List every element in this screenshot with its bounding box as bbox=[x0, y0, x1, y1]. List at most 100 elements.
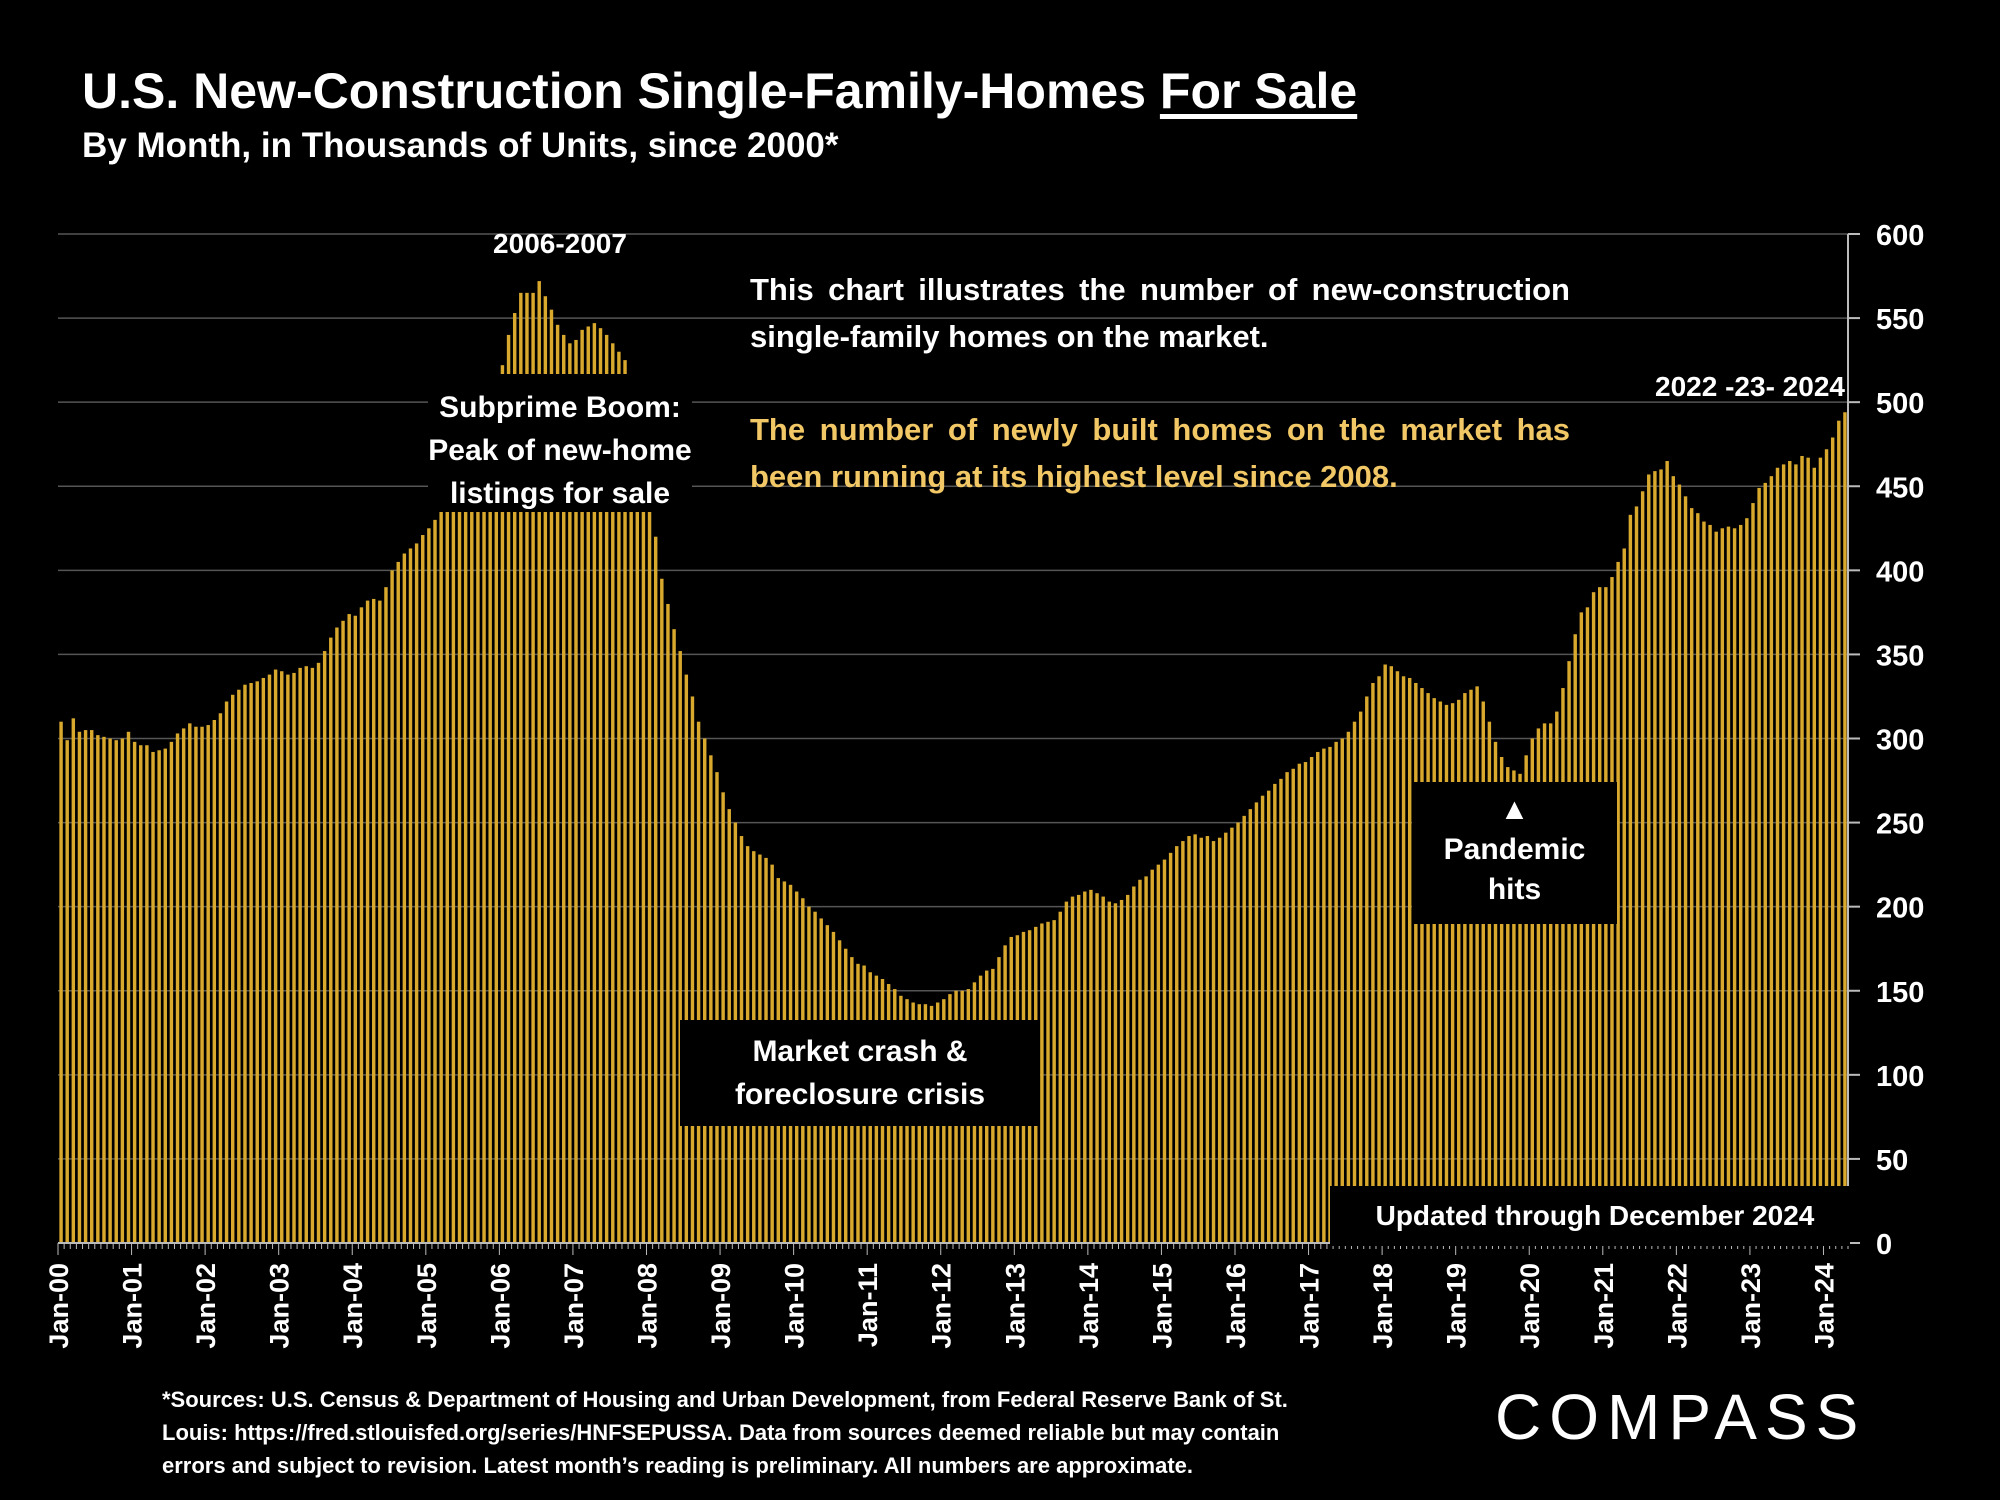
bar bbox=[1371, 683, 1375, 1243]
bar bbox=[647, 504, 652, 1243]
pandemic-label: ▲ Pandemic hits bbox=[1412, 790, 1617, 910]
bar bbox=[525, 292, 529, 1243]
bar bbox=[1555, 711, 1559, 1243]
bar bbox=[506, 334, 511, 1243]
bar bbox=[488, 434, 492, 1243]
bar bbox=[1481, 701, 1485, 1243]
bar bbox=[1254, 802, 1259, 1243]
bar bbox=[1175, 846, 1179, 1243]
bar bbox=[267, 674, 272, 1243]
bar bbox=[1524, 755, 1528, 1243]
bar bbox=[1340, 738, 1344, 1243]
bar bbox=[1144, 876, 1148, 1243]
bar bbox=[353, 615, 358, 1243]
bar bbox=[1536, 728, 1541, 1243]
bar bbox=[476, 455, 480, 1244]
bar bbox=[280, 671, 284, 1243]
y-tick-label: 600 bbox=[1876, 220, 1924, 252]
subprime-line-1: Subprime Boom: bbox=[439, 391, 681, 424]
bar bbox=[1493, 741, 1498, 1243]
bar bbox=[635, 439, 640, 1243]
bar bbox=[1769, 476, 1774, 1243]
bar bbox=[678, 651, 682, 1243]
bar bbox=[580, 329, 584, 1243]
bar bbox=[684, 674, 689, 1243]
bar bbox=[329, 637, 333, 1243]
bar bbox=[1726, 526, 1731, 1243]
y-tick-label: 500 bbox=[1876, 388, 1924, 420]
bar bbox=[126, 731, 131, 1243]
bar bbox=[1469, 689, 1473, 1243]
bar bbox=[1095, 893, 1099, 1243]
x-tick-label: Jan-22 bbox=[1662, 1263, 1692, 1349]
peak-label-box bbox=[428, 374, 692, 512]
bar bbox=[1297, 763, 1302, 1243]
x-tick-label: Jan-17 bbox=[1295, 1263, 1325, 1349]
x-tick-label: Jan-18 bbox=[1368, 1263, 1398, 1349]
bar bbox=[1444, 704, 1449, 1243]
bar bbox=[347, 614, 351, 1243]
bar bbox=[1824, 449, 1829, 1243]
bar bbox=[1260, 795, 1265, 1243]
bar bbox=[1548, 723, 1553, 1243]
bar bbox=[1788, 461, 1792, 1243]
bar bbox=[108, 738, 112, 1243]
bar bbox=[1113, 903, 1118, 1243]
bar bbox=[1512, 770, 1516, 1243]
bar bbox=[414, 543, 419, 1243]
x-tick-label: Jan-14 bbox=[1074, 1263, 1104, 1349]
subprime-label: Subprime Boom: Peak of new-home listings… bbox=[405, 386, 715, 515]
bar bbox=[1426, 693, 1430, 1243]
bar bbox=[1358, 711, 1363, 1243]
bar bbox=[243, 684, 247, 1243]
bar bbox=[237, 689, 241, 1243]
bar bbox=[194, 726, 198, 1243]
bar bbox=[1671, 476, 1675, 1243]
bar bbox=[562, 334, 566, 1243]
bar bbox=[1303, 762, 1308, 1243]
bar bbox=[1542, 723, 1547, 1243]
pandemic-label-box bbox=[1412, 782, 1617, 924]
bar bbox=[519, 292, 523, 1243]
bar bbox=[1585, 607, 1590, 1243]
bar bbox=[310, 667, 315, 1243]
y-tick-label: 400 bbox=[1876, 556, 1924, 588]
bar bbox=[1567, 661, 1571, 1243]
bar bbox=[1046, 921, 1050, 1243]
bar bbox=[273, 669, 278, 1243]
bar bbox=[59, 721, 63, 1243]
bar bbox=[451, 494, 456, 1243]
bar bbox=[390, 570, 394, 1243]
bar bbox=[512, 313, 517, 1243]
bar bbox=[224, 701, 229, 1243]
bar bbox=[715, 772, 719, 1243]
bar bbox=[1518, 773, 1522, 1243]
bar bbox=[1150, 869, 1154, 1243]
x-tick-label: Jan-12 bbox=[927, 1263, 957, 1349]
bar bbox=[1365, 696, 1369, 1243]
bar bbox=[1696, 513, 1700, 1243]
y-tick-label: 550 bbox=[1876, 304, 1924, 336]
bar bbox=[1187, 836, 1191, 1243]
bar bbox=[623, 360, 627, 1244]
bar bbox=[169, 741, 174, 1243]
bar bbox=[1132, 886, 1136, 1243]
bar bbox=[1266, 790, 1271, 1243]
bar bbox=[212, 720, 217, 1243]
y-tick-label: 0 bbox=[1876, 1229, 1892, 1261]
bar bbox=[384, 587, 388, 1243]
crash-label: Market crash & foreclosure crisis bbox=[680, 1030, 1040, 1116]
y-tick-label: 50 bbox=[1876, 1145, 1908, 1177]
bar bbox=[1665, 461, 1669, 1243]
bar bbox=[690, 696, 695, 1243]
subprime-line-3: listings for sale bbox=[449, 477, 671, 510]
bar bbox=[1156, 864, 1161, 1244]
bar bbox=[1407, 677, 1412, 1243]
bar bbox=[1812, 467, 1816, 1243]
bar bbox=[549, 309, 554, 1243]
bar bbox=[1818, 457, 1823, 1243]
bar bbox=[298, 667, 302, 1243]
bar bbox=[261, 677, 266, 1243]
y-tick-label: 100 bbox=[1876, 1061, 1924, 1093]
